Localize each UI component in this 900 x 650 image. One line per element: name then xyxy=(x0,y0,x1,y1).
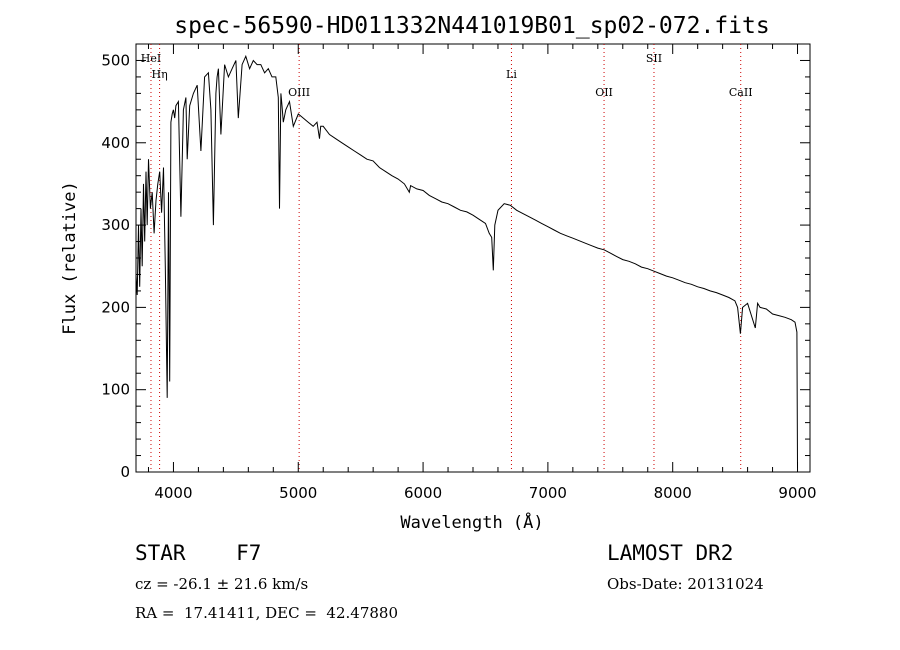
y-tick-label-5: 500 xyxy=(101,51,130,69)
y-axis-label: Flux (relative) xyxy=(60,181,80,335)
y-tick-label-3: 300 xyxy=(101,216,130,234)
survey-label: LAMOST DR2 xyxy=(607,541,734,565)
marker-label-4: OII xyxy=(595,86,613,99)
x-tick-label-5: 9000 xyxy=(778,484,816,502)
x-axis-label: Wavelength (Å) xyxy=(400,511,543,533)
y-tick-label-0: 0 xyxy=(120,463,130,481)
obs-date-text: Obs-Date: 20131024 xyxy=(607,575,764,593)
x-tick-label-0: 4000 xyxy=(154,484,192,502)
star-class-label: STAR F7 xyxy=(135,541,262,565)
marker-label-6: CaII xyxy=(729,86,753,99)
marker-label-5: SII xyxy=(646,52,662,65)
y-tick-label-1: 100 xyxy=(101,381,130,399)
marker-label-3: Li xyxy=(506,68,517,81)
redshift-text: cz = -26.1 ± 21.6 km/s xyxy=(135,575,309,593)
line-markers: HeI Hη OIII Li OII SII CaII xyxy=(141,44,753,472)
chart-title: spec-56590-HD011332N441019B01_sp02-072.f… xyxy=(174,13,769,39)
marker-label-1: Hη xyxy=(151,68,167,81)
axis-ticks: 4000 5000 6000 7000 8000 9000 0 100 200 300 400 500 xyxy=(101,43,817,502)
spectrum-line xyxy=(135,54,798,468)
coordinates-text: RA = 17.41411, DEC = 42.47880 xyxy=(135,604,399,622)
x-tick-label-3: 7000 xyxy=(529,484,567,502)
plot-frame xyxy=(135,43,811,473)
marker-label-0: HeI xyxy=(141,52,161,65)
x-tick-label-1: 5000 xyxy=(279,484,317,502)
x-tick-label-4: 8000 xyxy=(654,484,692,502)
y-tick-label-4: 400 xyxy=(101,134,130,152)
marker-label-2: OIII xyxy=(288,86,310,99)
y-tick-label-2: 200 xyxy=(101,298,130,316)
x-tick-label-2: 6000 xyxy=(404,484,442,502)
